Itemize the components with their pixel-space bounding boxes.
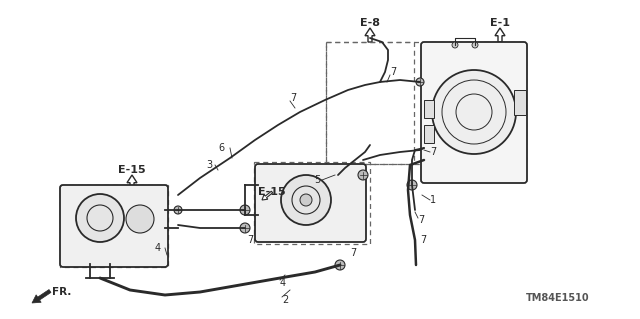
Circle shape bbox=[452, 42, 458, 48]
Text: FR.: FR. bbox=[52, 287, 72, 297]
FancyBboxPatch shape bbox=[60, 185, 168, 267]
Circle shape bbox=[240, 223, 250, 233]
FancyArrow shape bbox=[32, 290, 51, 303]
FancyArrow shape bbox=[127, 175, 137, 189]
Bar bbox=[254, 162, 370, 244]
Circle shape bbox=[432, 70, 516, 154]
Text: 7: 7 bbox=[350, 248, 356, 258]
Text: 3: 3 bbox=[206, 160, 212, 170]
Circle shape bbox=[472, 42, 478, 48]
FancyArrow shape bbox=[262, 191, 273, 200]
Circle shape bbox=[281, 175, 331, 225]
FancyBboxPatch shape bbox=[421, 42, 527, 183]
Text: 2: 2 bbox=[282, 295, 288, 305]
Circle shape bbox=[416, 78, 424, 86]
Text: TM84E1510: TM84E1510 bbox=[526, 293, 590, 303]
Text: 5: 5 bbox=[314, 175, 320, 185]
Bar bbox=[326, 42, 414, 164]
Text: 7: 7 bbox=[247, 235, 253, 245]
Text: 7: 7 bbox=[390, 67, 396, 77]
Circle shape bbox=[358, 170, 368, 180]
Text: 7: 7 bbox=[418, 215, 424, 225]
Text: 4: 4 bbox=[280, 278, 286, 288]
Text: 6: 6 bbox=[218, 143, 224, 153]
Circle shape bbox=[300, 194, 312, 206]
FancyArrow shape bbox=[495, 28, 505, 42]
Circle shape bbox=[240, 205, 250, 215]
FancyBboxPatch shape bbox=[255, 164, 366, 242]
FancyArrow shape bbox=[365, 28, 375, 42]
Bar bbox=[424, 100, 434, 118]
Text: E-8: E-8 bbox=[360, 18, 380, 28]
Circle shape bbox=[407, 180, 417, 190]
Text: E-1: E-1 bbox=[490, 18, 510, 28]
Text: 7: 7 bbox=[290, 93, 296, 103]
Text: E-15: E-15 bbox=[258, 187, 286, 197]
Text: 4: 4 bbox=[155, 243, 161, 253]
Text: 1: 1 bbox=[430, 195, 436, 205]
Text: 7: 7 bbox=[430, 147, 436, 157]
Bar bbox=[326, 42, 526, 164]
Circle shape bbox=[174, 206, 182, 214]
Circle shape bbox=[335, 260, 345, 270]
Text: E-15: E-15 bbox=[118, 165, 146, 175]
Bar bbox=[424, 125, 434, 143]
Circle shape bbox=[126, 205, 154, 233]
Bar bbox=[60, 185, 168, 267]
Circle shape bbox=[76, 194, 124, 242]
Text: 7: 7 bbox=[420, 235, 426, 245]
Bar bbox=[514, 90, 526, 115]
